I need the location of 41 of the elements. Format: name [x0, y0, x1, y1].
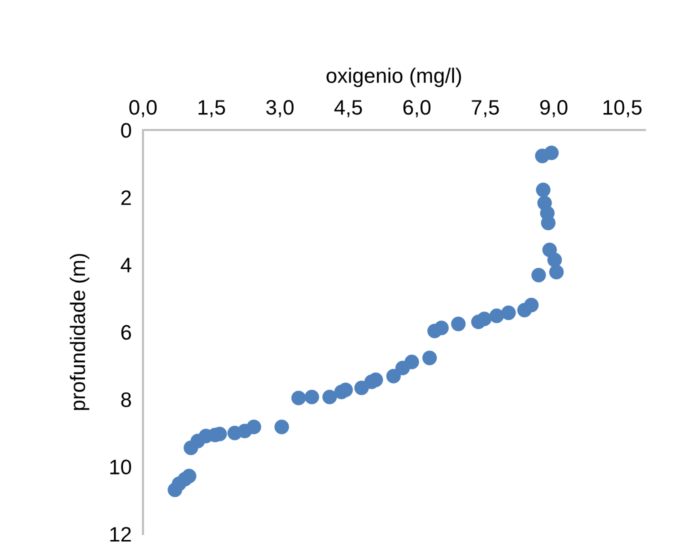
x-tick-label: 10,5: [604, 100, 642, 118]
point: [517, 302, 532, 318]
point: [168, 482, 182, 498]
y-tick-label: 2: [121, 190, 131, 205]
point: [540, 216, 556, 230]
y-tick-label: 10: [110, 460, 132, 474]
point: [395, 360, 410, 376]
x-tick-label: 4,5: [334, 100, 362, 118]
point: [489, 308, 504, 324]
point: [334, 384, 349, 400]
point: [322, 390, 337, 404]
x-tick-label: 3,0: [266, 100, 294, 118]
y-tick-label: 6: [121, 325, 131, 340]
point: [386, 368, 401, 384]
x-axis-title: oxigenio (mg/l): [326, 68, 462, 88]
point: [291, 390, 306, 406]
point: [184, 440, 198, 456]
point: [354, 380, 369, 396]
point: [427, 324, 442, 338]
point: [227, 426, 242, 440]
point: [549, 264, 564, 280]
point: [422, 350, 437, 366]
point: [471, 314, 486, 330]
y-tick-label: 12: [110, 527, 131, 542]
x-tick-label: 1,5: [198, 100, 226, 118]
x-tick-label: 7,5: [472, 100, 499, 118]
y-tick-label: 0: [121, 123, 132, 138]
y-axis-title: profundidade (m): [70, 254, 90, 410]
point: [531, 268, 546, 282]
point: [535, 148, 550, 164]
point: [501, 306, 516, 320]
point: [274, 420, 290, 434]
point: [451, 316, 466, 332]
point: [536, 182, 551, 198]
y-tick-label: 4: [120, 258, 132, 272]
x-tick-label: 0,0: [129, 100, 157, 118]
y-tick-label: 8: [121, 392, 131, 408]
x-tick-label: 9,0: [540, 100, 568, 118]
point: [547, 252, 562, 268]
x-tick-label: 6,0: [403, 100, 430, 118]
point: [304, 390, 320, 404]
